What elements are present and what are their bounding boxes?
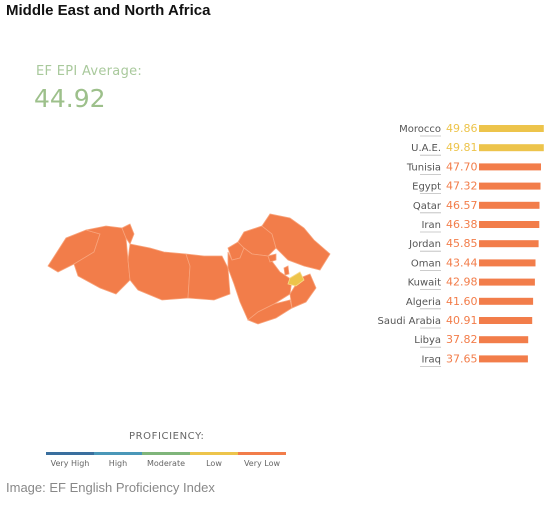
legend-item-high: High — [94, 452, 142, 468]
bar-value-saudi-arabia: 40.91 — [446, 314, 478, 327]
image-credit: Image: EF English Proficiency Index — [6, 480, 215, 495]
average-label: EF EPI Average: — [36, 64, 143, 79]
legend-label-high: High — [108, 459, 128, 468]
bar-label-saudi-arabia: Saudi Arabia — [378, 316, 441, 327]
bar-libya — [479, 336, 529, 344]
legend-item-very-high: Very High — [46, 452, 94, 468]
bar-label-qatar: Qatar — [413, 201, 442, 212]
bar-kuwait — [479, 278, 535, 286]
bar-iran — [479, 221, 540, 228]
region-map — [47, 213, 331, 325]
bar-value-oman: 43.44 — [446, 256, 478, 269]
legend-item-low: Low — [190, 452, 238, 468]
bar-label-oman: Oman — [411, 258, 441, 269]
legend-swatch-high — [94, 452, 142, 455]
bar-iraq — [479, 355, 528, 363]
bar-label-libya: Libya — [414, 335, 441, 346]
legend-title: PROFICIENCY: — [129, 431, 205, 442]
bar-value-iraq: 37.65 — [446, 352, 478, 365]
map-kuwait — [267, 253, 277, 263]
map-uae — [287, 271, 305, 287]
bar-label-iran: Iran — [421, 220, 441, 231]
map-saudi-arabia — [227, 247, 293, 321]
bar-value-u-a-e: 49.81 — [446, 141, 478, 154]
legend-label-very-low: Very Low — [243, 459, 281, 468]
proficiency-bar-chart: Morocco 49.86 U.A.E. 49.81 Tunisia 47.70 Egypt… — [378, 122, 544, 367]
bar-value-libya: 37.82 — [446, 333, 478, 346]
bar-label-tunisia: Tunisia — [406, 162, 441, 173]
bar-qatar — [479, 201, 540, 209]
legend-item-moderate: Moderate — [142, 452, 190, 468]
bar-algeria — [479, 297, 534, 305]
bar-egypt — [479, 182, 541, 190]
legend-swatch-very-high — [46, 452, 94, 455]
bar-label-morocco: Morocco — [399, 124, 441, 135]
bar-jordan — [479, 240, 539, 248]
bar-label-u-a-e: U.A.E. — [411, 143, 441, 154]
bar-tunisia — [479, 163, 541, 171]
legend-item-very-low: Very Low — [238, 452, 286, 468]
bar-value-kuwait: 42.98 — [446, 276, 478, 289]
bar-morocco — [479, 125, 544, 132]
map-iran — [261, 213, 331, 271]
map-tunisia — [121, 223, 135, 245]
bar-value-qatar: 46.57 — [446, 199, 478, 212]
average-value: 44.92 — [34, 84, 106, 113]
bar-label-jordan: Jordan — [408, 239, 441, 250]
legend-swatch-moderate — [142, 452, 190, 455]
map-egypt — [185, 253, 231, 301]
bar-oman — [479, 259, 536, 267]
legend-label-moderate: Moderate — [146, 459, 186, 468]
map-oman — [289, 273, 317, 309]
bar-value-morocco: 49.86 — [446, 122, 478, 135]
map-yemen — [247, 299, 293, 325]
bar-label-egypt: Egypt — [412, 182, 441, 193]
bar-label-algeria: Algeria — [406, 297, 441, 308]
bar-saudi-arabia — [479, 317, 533, 324]
map-qatar — [283, 265, 290, 276]
chart-title: Middle East and North Africa — [6, 2, 211, 19]
bar-value-iran: 46.38 — [446, 218, 478, 231]
legend-label-very-high: Very High — [50, 459, 90, 468]
bar-label-kuwait: Kuwait — [408, 278, 441, 289]
bar-value-jordan: 45.85 — [446, 237, 478, 250]
bar-value-egypt: 47.32 — [446, 180, 478, 193]
legend-swatch-very-low — [238, 452, 286, 455]
bar-u-a-e — [479, 144, 544, 152]
legend-label-low: Low — [206, 459, 222, 468]
bar-value-tunisia: 47.70 — [446, 160, 478, 173]
bar-label-iraq: Iraq — [421, 354, 441, 365]
bar-value-algeria: 41.60 — [446, 295, 478, 308]
legend-swatch-low — [190, 452, 238, 455]
proficiency-legend: Very High High Moderate Low Very Low — [46, 452, 286, 468]
